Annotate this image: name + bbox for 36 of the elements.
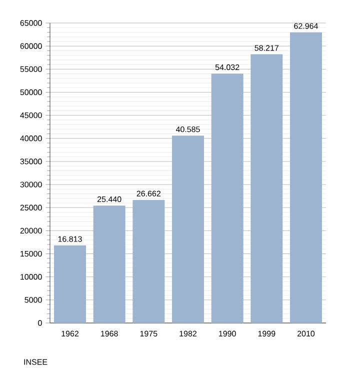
y-tick-label: 50000 (20, 89, 42, 96)
y-tick-label: 45000 (20, 112, 42, 118)
x-tick-label: 1975 (140, 330, 158, 336)
data-label: 16.813 (58, 236, 82, 242)
y-tick-label: 35000 (20, 158, 42, 164)
y-tick-label: 65000 (20, 20, 42, 26)
x-tick-label: 1968 (101, 330, 118, 336)
text: INSEE (24, 359, 48, 365)
bar (290, 32, 322, 323)
y-tick-label: 30000 (20, 182, 42, 188)
bar (132, 200, 165, 323)
y-tick-label: 40000 (20, 136, 42, 142)
data-label: 40.585 (176, 126, 200, 132)
y-tick-label: 0 (38, 320, 42, 326)
bar (93, 206, 126, 323)
y-tick-label: 60000 (20, 43, 42, 49)
data-label: 58.217 (254, 45, 278, 51)
bar (172, 136, 204, 323)
data-label: 26.662 (136, 190, 160, 196)
data-label: 62.964 (294, 23, 318, 29)
y-tick-label: 10000 (20, 274, 42, 280)
y-tick-label: 20000 (20, 228, 42, 234)
y-tick-label: 55000 (20, 66, 42, 72)
y-tick-label: 15000 (20, 250, 42, 257)
x-tick-label: 1990 (219, 330, 236, 336)
x-tick-label: 1999 (258, 330, 276, 336)
bar (54, 245, 86, 323)
bar (211, 74, 244, 323)
y-tick-label: 25000 (20, 204, 42, 210)
bar (250, 54, 283, 323)
data-label: 54.032 (215, 64, 240, 70)
x-tick-label: 1982 (180, 330, 196, 336)
data-label: 25.440 (98, 196, 122, 202)
y-tick-label: 5000 (24, 297, 42, 303)
x-tick-label: 1962 (62, 330, 78, 336)
x-tick-label: 2010 (297, 330, 315, 336)
